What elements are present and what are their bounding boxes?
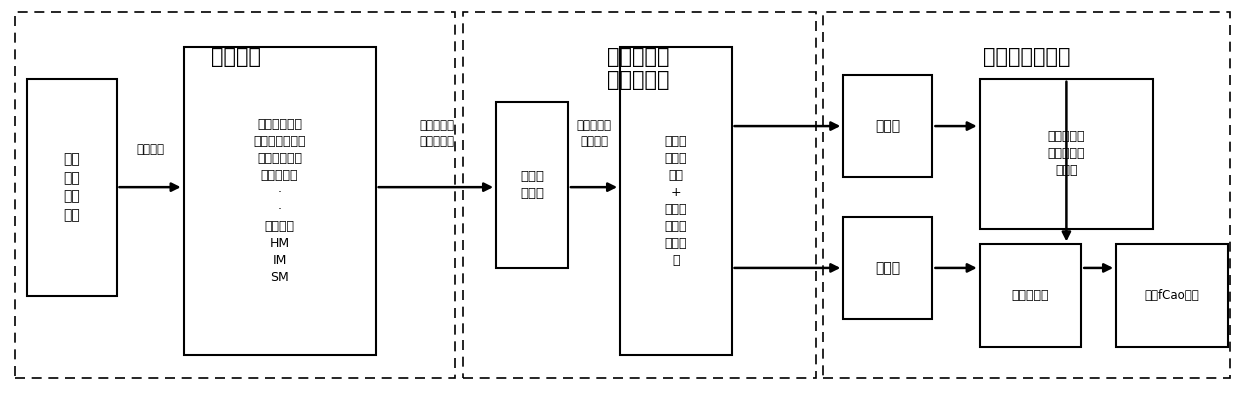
Text: 数据处理及
注意力机制: 数据处理及 注意力机制 (608, 47, 670, 91)
FancyBboxPatch shape (27, 79, 117, 296)
Text: 双通道时序
单维卷积神
经网络: 双通道时序 单维卷积神 经网络 (1048, 130, 1085, 177)
Text: 软测量模型: 软测量模型 (1012, 289, 1049, 302)
Text: 预测集: 预测集 (875, 261, 900, 275)
Text: 全局时
间序列
矩阵
+
关注区
域时间
序列矩
阵: 全局时 间序列 矩阵 + 关注区 域时间 序列矩 阵 (665, 135, 687, 267)
FancyBboxPatch shape (496, 102, 568, 268)
FancyBboxPatch shape (980, 244, 1081, 347)
FancyBboxPatch shape (843, 217, 932, 319)
FancyBboxPatch shape (1116, 244, 1228, 347)
Text: 分解炉喂煤量
分解炉出口温度
高温风机转速
喂料量反馈
·
·
窑尾温度
HM
IM
SM: 分解炉喂煤量 分解炉出口温度 高温风机转速 喂料量反馈 · · 窑尾温度 HM … (253, 118, 306, 284)
Text: 变量选择: 变量选择 (211, 47, 260, 67)
FancyBboxPatch shape (620, 47, 732, 355)
Text: 异常值处理
数据标准化: 异常值处理 数据标准化 (419, 119, 454, 149)
Text: 训练集: 训练集 (875, 119, 900, 133)
FancyBboxPatch shape (184, 47, 376, 355)
Text: 变量时
间序列: 变量时 间序列 (520, 170, 544, 200)
Text: 熟料fCao预测: 熟料fCao预测 (1145, 289, 1199, 302)
FancyBboxPatch shape (843, 75, 932, 177)
Text: 模型训练及预测: 模型训练及预测 (983, 47, 1070, 67)
Text: 注意力机制
特征压缩: 注意力机制 特征压缩 (577, 119, 611, 149)
FancyBboxPatch shape (980, 79, 1153, 229)
Text: 工艺分析: 工艺分析 (136, 143, 164, 156)
Text: 水泥
烧成
过程
变量: 水泥 烧成 过程 变量 (63, 152, 81, 222)
